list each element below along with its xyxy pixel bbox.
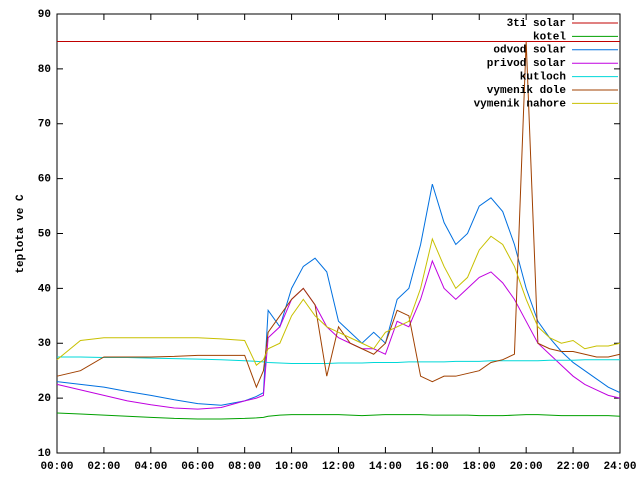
x-tick-label: 12:00 — [322, 461, 355, 473]
x-tick-label: 04:00 — [134, 461, 167, 473]
series-line — [56, 235, 621, 366]
legend-label: odvod solar — [493, 45, 566, 57]
x-tick-label: 00:00 — [40, 461, 73, 473]
y-tick-label: 30 — [38, 338, 51, 350]
y-tick-label: 90 — [38, 9, 51, 21]
x-tick-label: 18:00 — [463, 461, 496, 473]
legend-label: 3ti solar — [507, 18, 566, 30]
series-line — [56, 259, 621, 410]
legend-label: kutloch — [520, 72, 566, 84]
legend-label: kotel — [533, 31, 566, 43]
series-line — [56, 41, 621, 389]
legend-label: vymenik dole — [487, 85, 567, 97]
legend-label: vymenik nahore — [474, 98, 567, 110]
x-tick-label: 14:00 — [369, 461, 402, 473]
y-tick-label: 10 — [38, 448, 51, 460]
y-axis-label: teplota ve C — [15, 194, 27, 274]
series-line — [57, 356, 620, 365]
x-tick-label: 06:00 — [181, 461, 214, 473]
y-tick-label: 40 — [38, 283, 51, 295]
y-tick-label: 70 — [38, 119, 51, 131]
series-line — [56, 183, 621, 406]
series-line — [56, 412, 621, 420]
y-tick-label: 20 — [38, 393, 51, 405]
y-tick-label: 50 — [38, 228, 51, 240]
x-tick-label: 22:00 — [557, 461, 590, 473]
legend-label: privod solar — [487, 58, 566, 70]
x-tick-label: 16:00 — [416, 461, 449, 473]
y-tick-label: 60 — [38, 174, 51, 186]
x-tick-label: 10:00 — [275, 461, 308, 473]
x-tick-label: 08:00 — [228, 461, 261, 473]
x-tick-label: 20:00 — [510, 461, 543, 473]
x-tick-label: 24:00 — [603, 461, 636, 473]
y-tick-label: 80 — [38, 64, 51, 76]
x-tick-label: 02:00 — [87, 461, 120, 473]
